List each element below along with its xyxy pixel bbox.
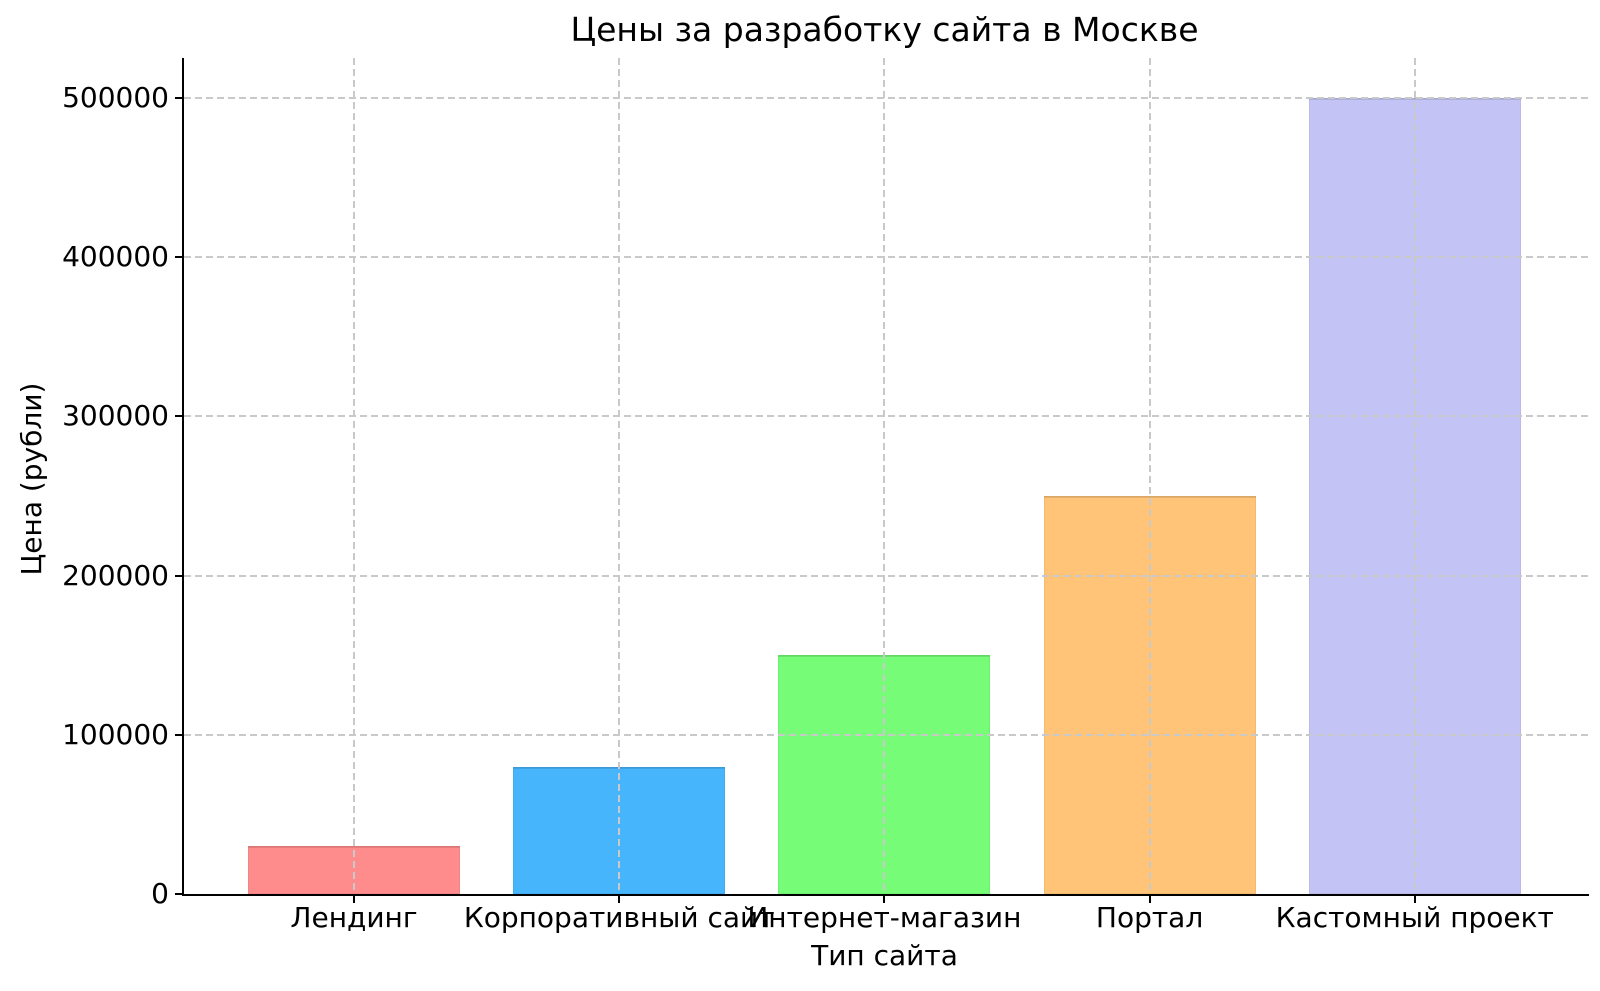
y-tick-label: 100000	[62, 717, 169, 751]
y-tick-mark	[175, 256, 184, 259]
x-axis-label: Тип сайта	[811, 939, 958, 972]
horizontal-gridline	[184, 415, 1589, 418]
x-tick-mark	[883, 894, 886, 903]
y-tick-label: 200000	[62, 558, 169, 592]
horizontal-gridline	[184, 733, 1589, 736]
x-tick-mark	[618, 894, 621, 903]
y-tick-mark	[175, 415, 184, 418]
y-tick-mark	[175, 96, 184, 99]
horizontal-gridline	[184, 256, 1589, 259]
y-tick-label: 400000	[62, 240, 169, 274]
vertical-gridline	[883, 58, 886, 894]
y-tick-mark	[175, 733, 184, 736]
chart-title: Цены за разработку сайта в Москве	[570, 10, 1199, 49]
y-tick-label: 300000	[62, 399, 169, 433]
vertical-gridline	[618, 58, 621, 894]
y-tick-label: 500000	[62, 80, 169, 114]
vertical-gridline	[1413, 58, 1416, 894]
vertical-gridline	[353, 58, 355, 894]
x-tick-label: Корпоративный сайт	[463, 901, 775, 934]
x-tick-label: Лендинг	[290, 901, 418, 934]
x-tick-label: Кастомный проект	[1275, 901, 1554, 934]
x-tick-label: Интернет-магазин	[747, 901, 1022, 934]
x-tick-mark	[353, 894, 355, 903]
x-tick-label: Портал	[1095, 901, 1204, 934]
horizontal-gridline	[184, 574, 1589, 577]
y-tick-mark	[175, 893, 184, 895]
x-tick-mark	[1148, 894, 1151, 903]
y-tick-label: 0	[151, 877, 169, 910]
plot-area: 0 100000 200000 300000 400000 500000 Лендинг Ко…	[62, 58, 1589, 933]
vertical-gridline	[1148, 58, 1151, 894]
y-tick-mark	[175, 574, 184, 577]
horizontal-gridline	[184, 96, 1589, 99]
x-tick-mark	[1413, 894, 1416, 903]
y-axis-label: Цена (рубли)	[15, 382, 48, 576]
